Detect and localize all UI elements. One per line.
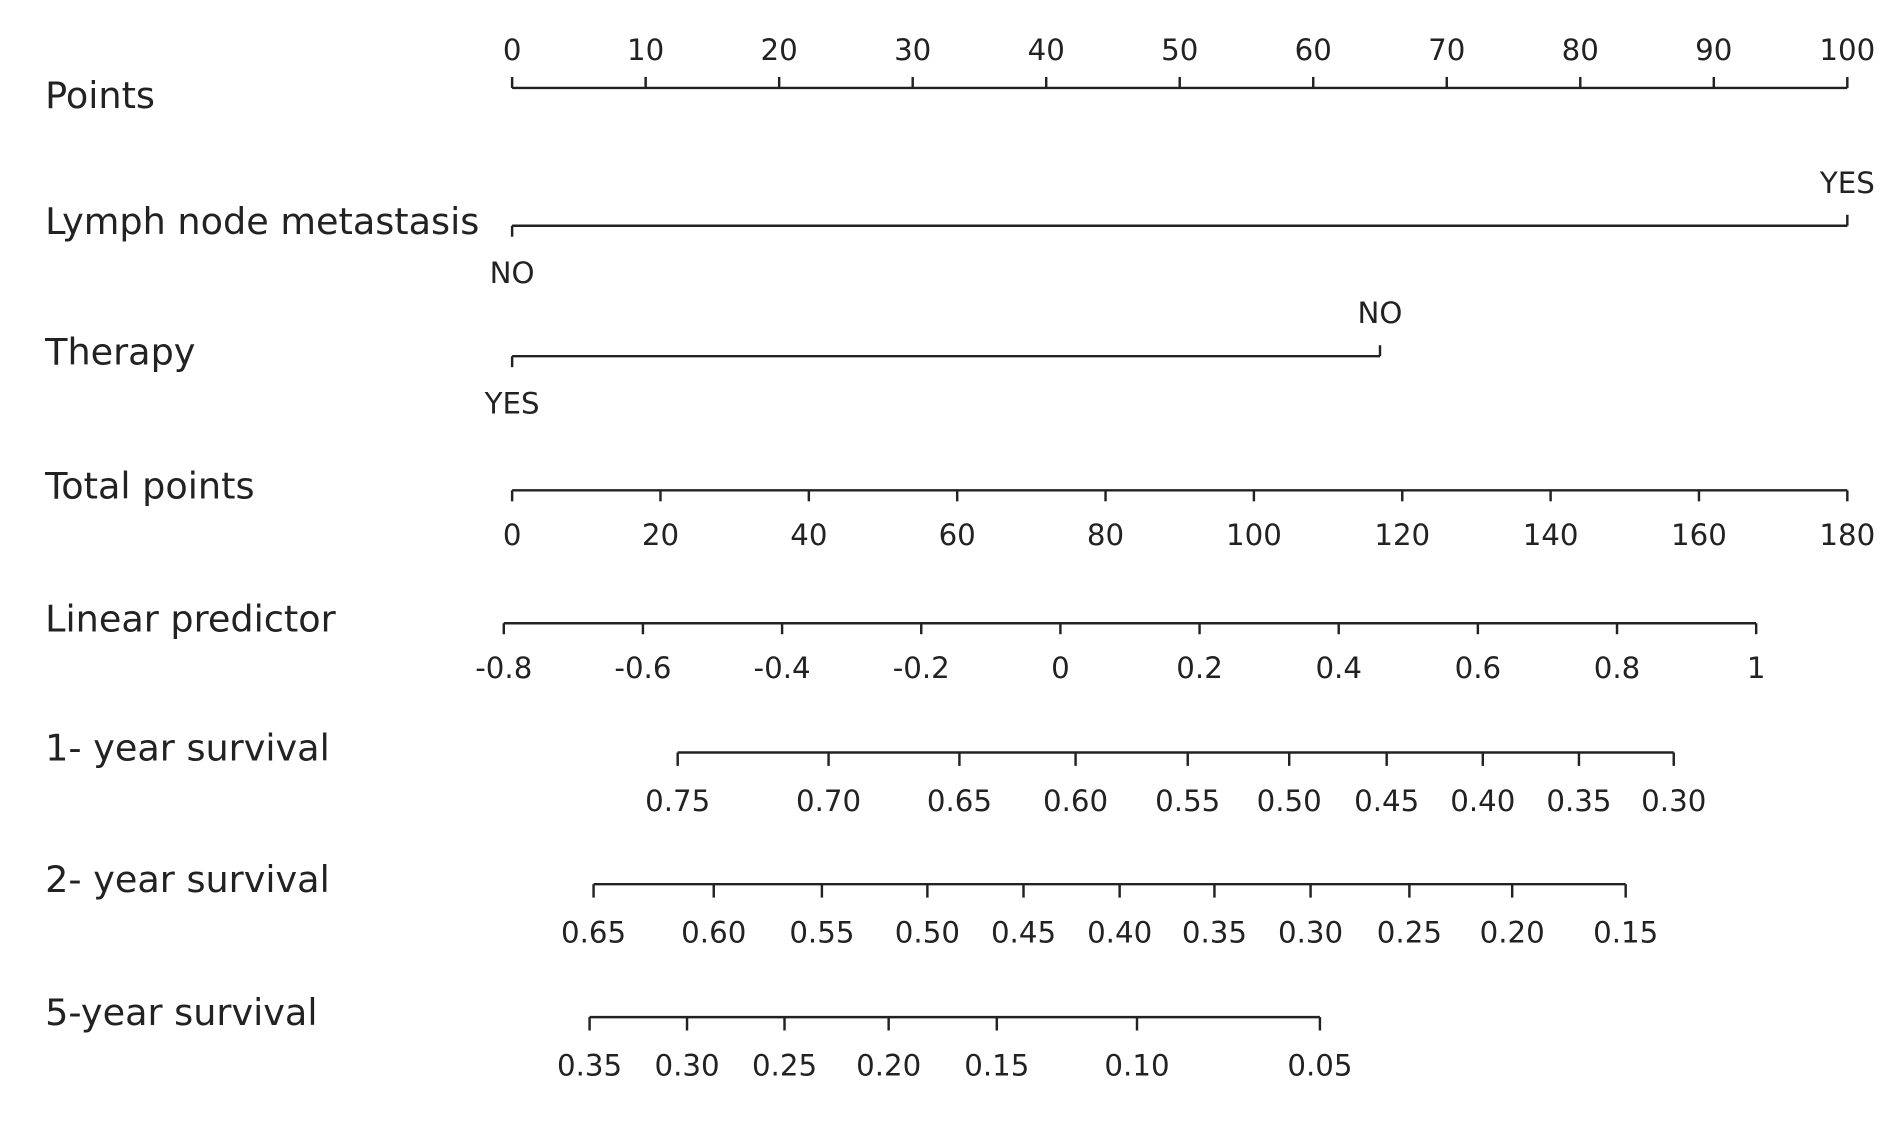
- tick-label: 50: [1161, 33, 1198, 67]
- tick-label: 0.30: [1278, 916, 1343, 950]
- tick-label: 0.25: [1377, 916, 1442, 950]
- tick-label: 20: [761, 33, 798, 67]
- tick-label: 0.30: [1641, 784, 1706, 818]
- tick-label: 0.60: [681, 916, 746, 950]
- tick-label: 0.45: [991, 916, 1056, 950]
- tick-label: 10: [627, 33, 664, 67]
- tick-label: 0.55: [1155, 784, 1220, 818]
- tick-label: 70: [1428, 33, 1465, 67]
- tick-label: 0.15: [964, 1049, 1029, 1083]
- tick-label: 0.05: [1287, 1049, 1352, 1083]
- row-label: 1- year survival: [45, 727, 330, 770]
- tick-label: 180: [1819, 518, 1875, 552]
- tick-label: 100: [1819, 33, 1875, 67]
- tick-label: -0.8: [475, 651, 532, 685]
- row-label: 2- year survival: [45, 858, 330, 901]
- tick-label: 120: [1374, 518, 1430, 552]
- tick-label: 0.40: [1087, 916, 1152, 950]
- tick-label: 30: [894, 33, 931, 67]
- tick-label: 80: [1562, 33, 1599, 67]
- tick-label: 20: [642, 518, 679, 552]
- tick-label: 0.50: [895, 916, 960, 950]
- tick-label: 0.35: [557, 1049, 622, 1083]
- tick-label: 0.65: [561, 916, 626, 950]
- tick-label: 80: [1087, 518, 1124, 552]
- tick-label: 0.20: [1480, 916, 1545, 950]
- row-label: Linear predictor: [45, 597, 336, 640]
- tick-label: 0.55: [789, 916, 854, 950]
- level-label: YES: [484, 386, 540, 420]
- tick-label: 0.10: [1104, 1049, 1169, 1083]
- tick-label: 160: [1671, 518, 1727, 552]
- row-label: Lymph node metastasis: [45, 200, 479, 243]
- tick-label: 0.35: [1182, 916, 1247, 950]
- tick-label: 0.75: [645, 784, 710, 818]
- row-label: Total points: [44, 464, 254, 507]
- tick-label: 0.20: [856, 1049, 921, 1083]
- row-label: Points: [45, 74, 155, 117]
- tick-label: 140: [1523, 518, 1579, 552]
- tick-label: 0.6: [1455, 651, 1502, 685]
- tick-label: -0.4: [754, 651, 811, 685]
- tick-label: 0.65: [927, 784, 992, 818]
- tick-label: 0: [503, 33, 522, 67]
- row-label: 5-year survival: [45, 991, 317, 1034]
- tick-label: 0.70: [796, 784, 861, 818]
- tick-label: 0.50: [1257, 784, 1322, 818]
- tick-label: 0: [503, 518, 522, 552]
- tick-label: 40: [1028, 33, 1065, 67]
- tick-label: 0.2: [1176, 651, 1223, 685]
- tick-label: -0.6: [614, 651, 671, 685]
- tick-label: 0: [1051, 651, 1070, 685]
- tick-label: 40: [790, 518, 827, 552]
- tick-label: 0.25: [752, 1049, 817, 1083]
- row-label: Therapy: [44, 330, 195, 373]
- tick-label: 90: [1695, 33, 1732, 67]
- tick-label: 0.35: [1546, 784, 1611, 818]
- level-label: YES: [1819, 166, 1875, 200]
- tick-label: 0.60: [1043, 784, 1108, 818]
- tick-label: 0.45: [1354, 784, 1419, 818]
- tick-label: -0.2: [893, 651, 950, 685]
- tick-label: 0.4: [1315, 651, 1362, 685]
- tick-label: 60: [1295, 33, 1332, 67]
- tick-label: 0.40: [1450, 784, 1515, 818]
- level-label: NO: [1358, 296, 1403, 330]
- tick-label: 60: [939, 518, 976, 552]
- tick-label: 0.8: [1594, 651, 1641, 685]
- tick-label: 0.30: [654, 1049, 719, 1083]
- level-label: NO: [490, 256, 535, 290]
- tick-label: 0.15: [1593, 916, 1658, 950]
- tick-label: 1: [1747, 651, 1766, 685]
- tick-label: 100: [1226, 518, 1282, 552]
